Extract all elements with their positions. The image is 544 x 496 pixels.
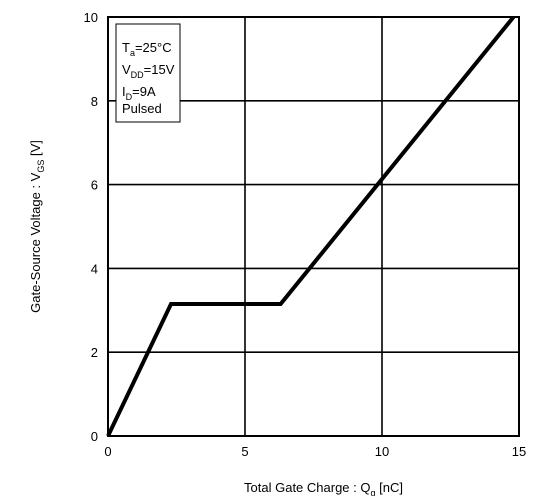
x-tick-labels: 0 5 10 15	[104, 444, 526, 459]
y-tick-labels: 0 2 4 6 8 10	[84, 10, 98, 444]
conditions-box: Ta=25°C VDD=15V ID=9A Pulsed	[116, 24, 180, 122]
y-tick-label-1: 2	[91, 345, 98, 360]
y-axis-label: Gate-Source Voltage : VGS [V]	[28, 140, 46, 313]
condition-temperature-symbol: T	[122, 40, 130, 55]
condition-vdd-symbol: V	[122, 62, 131, 77]
x-tick-label-0: 0	[104, 444, 111, 459]
condition-temperature-value: =25°C	[135, 40, 172, 55]
x-axis-label: Total Gate Charge : Qg [nC]	[244, 480, 403, 496]
x-axis-label-main: Total Gate Charge : Q	[244, 480, 370, 495]
y-axis-label-unit: [V]	[28, 140, 43, 160]
x-axis-label-unit: [nC]	[376, 480, 403, 495]
y-tick-label-0: 0	[91, 429, 98, 444]
condition-vdd-value: =15V	[144, 62, 175, 77]
y-axis-label-main: Gate-Source Voltage : V	[28, 172, 43, 313]
y-axis-label-sub: GS	[36, 160, 46, 173]
y-tick-label-5: 10	[84, 10, 98, 25]
x-tick-label-2: 10	[375, 444, 389, 459]
y-tick-label-4: 8	[91, 94, 98, 109]
condition-id-value: =9A	[132, 84, 156, 99]
y-tick-label-2: 4	[91, 261, 98, 276]
condition-vdd-sub: DD	[131, 70, 144, 80]
condition-pulsed: Pulsed	[122, 101, 162, 116]
condition-pulsed-text: Pulsed	[122, 101, 162, 116]
x-tick-label-1: 5	[241, 444, 248, 459]
y-tick-label-3: 6	[91, 178, 98, 193]
x-tick-label-3: 15	[512, 444, 526, 459]
